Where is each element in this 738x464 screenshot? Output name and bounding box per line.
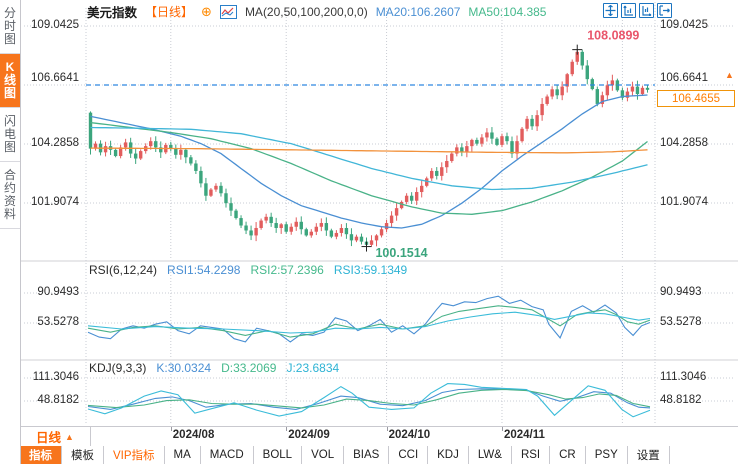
tab-VIP指标[interactable]: VIP指标	[104, 446, 165, 464]
price-up-arrow-icon: ▲	[725, 70, 734, 80]
sidebar-item-分时图[interactable]: 分时图	[0, 0, 20, 54]
x-axis-label: 2024/11	[503, 429, 545, 441]
crosshair-icon[interactable]	[603, 3, 618, 18]
tab-KDJ[interactable]: KDJ	[428, 446, 469, 464]
kdj-line-D	[87, 388, 651, 409]
indicator-tab-bar: 指标 模板 VIP指标 MA MACD BOLL VOL BIAS CCI KDJ LW& RSI CR…	[20, 446, 738, 464]
high-annotation: 108.0899	[587, 29, 639, 43]
tab-MA[interactable]: MA	[165, 446, 201, 464]
chart-mode-sidebar: 分时图 K线图 闪电图 合约资料	[0, 0, 21, 464]
instrument-title: 美元指数	[87, 6, 138, 20]
rsi3-value: RSI3:59.1349	[333, 263, 408, 277]
low-annotation: 100.1514	[375, 246, 427, 260]
tab-指标[interactable]: 指标	[20, 446, 62, 464]
kdj-j-value: J:23.6834	[286, 361, 340, 375]
tab-VOL[interactable]: VOL	[302, 446, 345, 464]
tab-BIAS[interactable]: BIAS	[344, 446, 390, 464]
period-selector-label: 日线	[36, 431, 62, 445]
tab-RSI[interactable]: RSI	[512, 446, 551, 464]
chart-type-icon[interactable]	[219, 4, 237, 19]
add-indicator-icon[interactable]: ⊕	[201, 3, 212, 19]
x-axis-label: 2024/08	[172, 429, 215, 441]
chart-toolbar	[603, 3, 672, 18]
tab-BOLL[interactable]: BOLL	[254, 446, 303, 464]
sidebar-item-K线图[interactable]: K线图	[0, 54, 20, 108]
rsi-line-RSI1	[87, 295, 651, 343]
time-axis-row: 日线 ▲ 2024/08 2024/09 2024/10 2024/11	[20, 426, 738, 447]
ma-line-MA200	[90, 147, 648, 154]
ma20-value: MA20:106.2607	[375, 4, 461, 19]
ma-line-MA20	[90, 94, 648, 229]
sidebar-item-闪电图[interactable]: 闪电图	[0, 108, 20, 162]
x-axis-label: 2024/10	[388, 429, 431, 441]
tab-设置[interactable]: 设置	[628, 446, 670, 464]
collapse-right-icon[interactable]	[657, 3, 672, 18]
tab-PSY[interactable]: PSY	[586, 446, 628, 464]
rsi-header: RSI(6,12,24) RSI1:54.2298 RSI2:57.2396 R…	[89, 263, 407, 277]
ma-line-MA100	[90, 126, 648, 191]
x-axis-label: 2024/09	[288, 429, 330, 441]
tab-LW&[interactable]: LW&	[469, 446, 512, 464]
x-axis-tick	[501, 427, 503, 431]
ma50-value: MA50:104.385	[468, 4, 547, 19]
x-axis-tick	[170, 427, 172, 431]
rsi-line-RSI3	[87, 311, 651, 334]
tab-CCI[interactable]: CCI	[389, 446, 429, 464]
grid-lines	[21, 2, 738, 425]
period-label: 【日线】	[145, 5, 194, 19]
kdj-params: KDJ(9,3,3)	[89, 361, 147, 375]
x-axis-tick	[286, 427, 288, 431]
period-up-arrow-icon: ▲	[65, 431, 74, 442]
candles	[88, 49, 650, 247]
current-price-tag: 106.4655	[657, 90, 735, 107]
price-chart[interactable]: 108.0899 100.1514	[0, 0, 738, 426]
period-selector[interactable]: 日线 ▲	[20, 427, 91, 446]
kdj-line-J	[87, 383, 651, 418]
kdj-k-value: K:30.0324	[156, 361, 212, 375]
tab-模板[interactable]: 模板	[62, 446, 104, 464]
tab-MACD[interactable]: MACD	[201, 446, 254, 464]
rsi-params: RSI(6,12,24)	[89, 263, 158, 277]
kdj-d-value: D:33.2069	[221, 361, 277, 375]
chart-header: 美元指数 【日线】 ⊕ MA(20,50,100,200,0,0) MA20:1…	[87, 3, 546, 20]
ma-settings-label: MA(20,50,100,200,0,0)	[244, 4, 368, 19]
sidebar-item-合约资料[interactable]: 合约资料	[0, 162, 20, 229]
rsi-line-RSI2	[87, 305, 651, 338]
ma-line-MA50	[90, 121, 648, 215]
kdj-header: KDJ(9,3,3) K:30.0324 D:33.2069 J:23.6834	[89, 361, 339, 375]
rsi2-value: RSI2:57.2396	[250, 263, 324, 277]
rsi1-value: RSI1:54.2298	[167, 263, 241, 277]
axis-pan-icon[interactable]	[639, 3, 654, 18]
x-axis-tick	[386, 427, 388, 431]
axis-scale-icon[interactable]	[621, 3, 636, 18]
tab-CR[interactable]: CR	[550, 446, 586, 464]
